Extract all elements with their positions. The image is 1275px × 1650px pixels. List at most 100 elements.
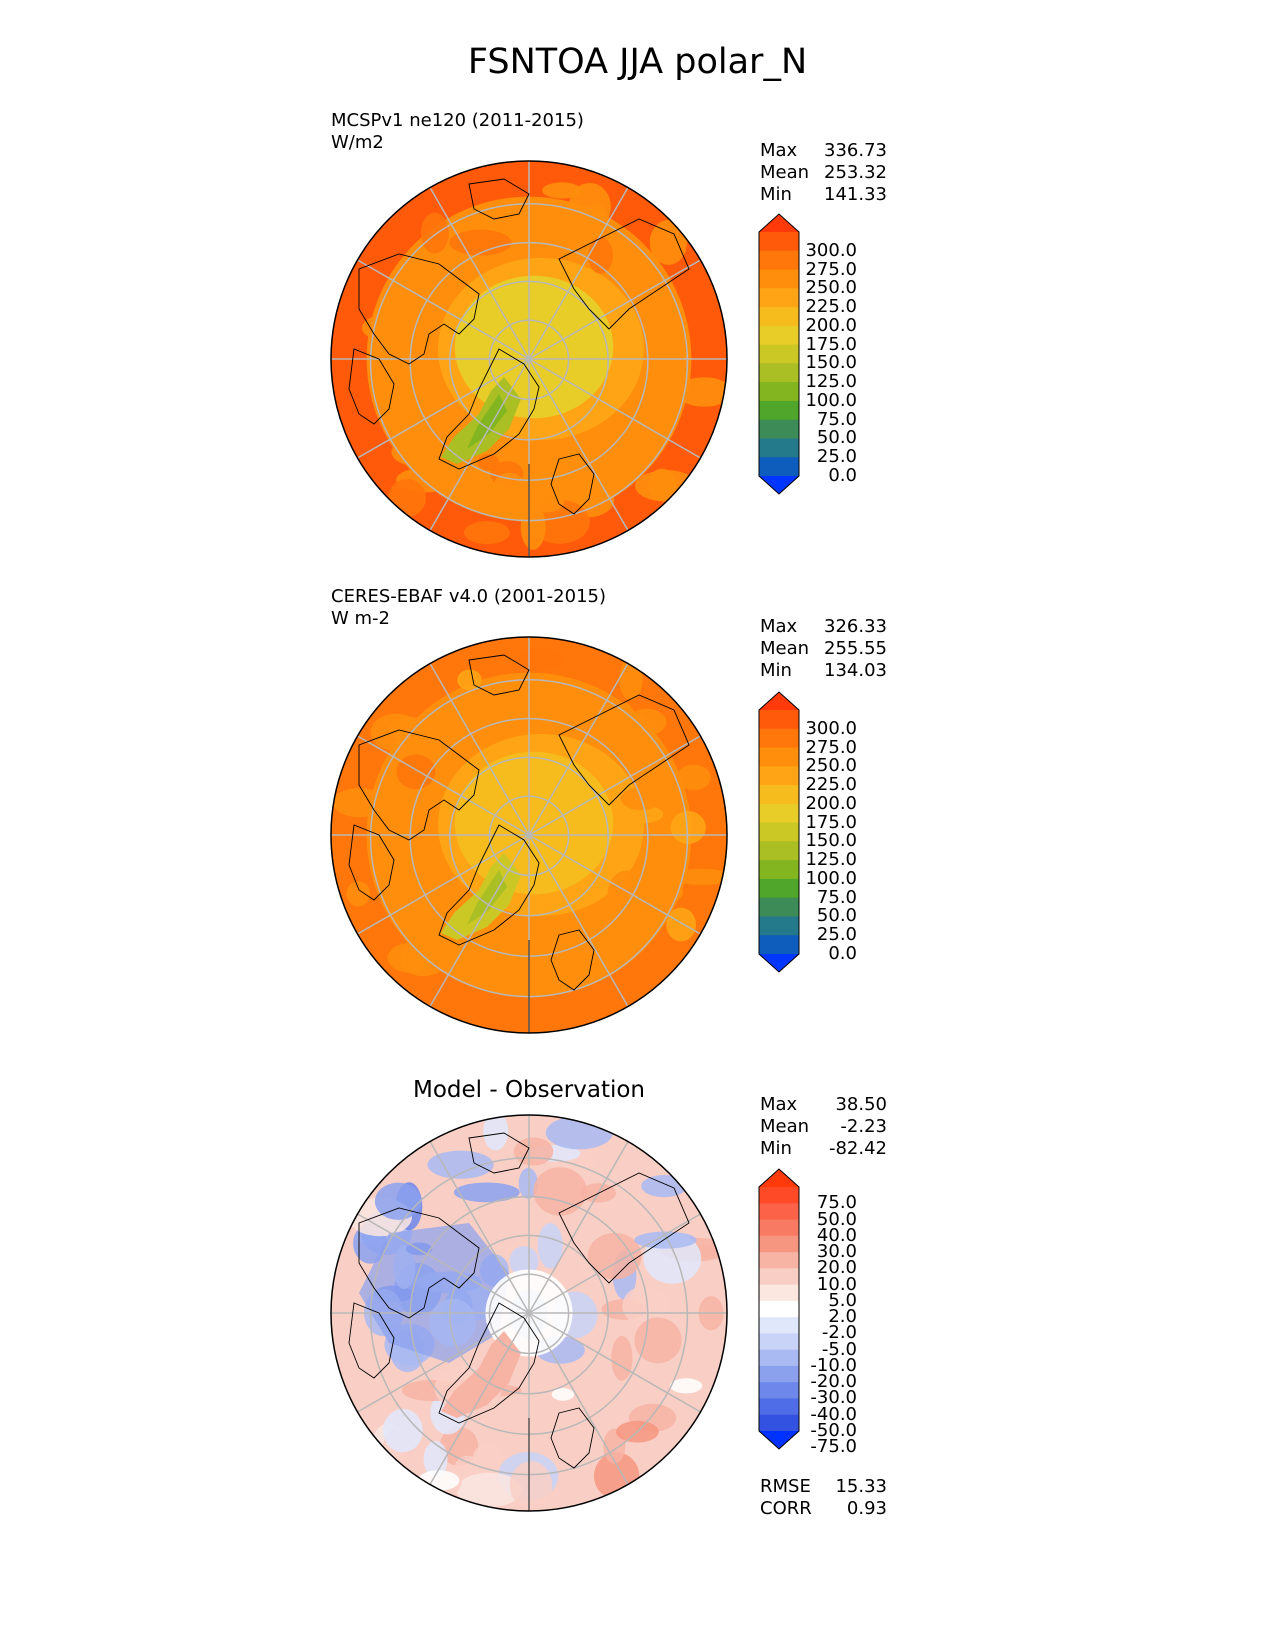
field-blob — [396, 754, 436, 790]
field-blob — [593, 453, 642, 477]
meridian-line — [429, 1141, 530, 1314]
colorbar-segment — [759, 1300, 799, 1318]
field-blob — [407, 430, 458, 449]
diff-blob — [537, 1223, 563, 1269]
colorbar-outline — [758, 691, 800, 973]
field-blob — [346, 881, 371, 907]
colorbar-segment — [759, 897, 799, 918]
colorbar-segment — [759, 1414, 799, 1432]
meridian-line — [528, 259, 701, 360]
meridian-line — [528, 187, 629, 360]
colorbar-tick-label: -5.0 — [821, 1338, 857, 1360]
diff-blob — [513, 1137, 554, 1166]
colorbar-segment — [759, 916, 799, 936]
map-frame — [330, 636, 728, 1034]
metric-corr-row: CORR 0.93 — [760, 1498, 887, 1520]
colorbar-segment — [759, 1252, 799, 1269]
colorbar-segment — [759, 1284, 799, 1302]
stat-max-row: Max 38.50 — [760, 1094, 887, 1116]
stat-value: 336.73 — [824, 140, 887, 161]
field-greenland-core — [467, 394, 507, 449]
colorbar-segment — [759, 728, 799, 749]
colorbar-tick-label: 225.0 — [805, 296, 857, 318]
field-blob — [595, 911, 618, 937]
stat-label: Mean — [760, 162, 810, 183]
diff-blob — [669, 1378, 703, 1394]
colorbar-segment — [759, 1382, 799, 1400]
field-greenland-core — [467, 870, 507, 925]
colorbar-tick-label: 10.0 — [816, 1273, 857, 1295]
diff-blob — [453, 1182, 520, 1203]
colorbar-segment — [759, 232, 799, 252]
colorbar-segment — [759, 766, 799, 786]
colorbar-tick-label: 2.0 — [828, 1306, 857, 1328]
colorbar-segment — [759, 457, 799, 477]
colorbar-segment — [759, 250, 799, 271]
colorbar-tick-label: 175.0 — [805, 333, 857, 355]
colorbar-tick-label: 5.0 — [828, 1289, 857, 1311]
colorbar-tick-label: 200.0 — [805, 314, 857, 336]
colorbar-extend-top — [759, 692, 799, 710]
diff-blob — [634, 1317, 682, 1364]
colorbar-tick-label: -20.0 — [810, 1371, 857, 1393]
colorbar-tick-label: 250.0 — [805, 277, 857, 299]
colorbar-tick-label: 125.0 — [805, 849, 857, 871]
colorbar-segment — [759, 785, 799, 805]
stat-label: Mean — [760, 1116, 810, 1137]
panel-1-stats: Max 336.73 Mean 253.32 Min 141.33 — [760, 140, 887, 206]
field-blob — [420, 212, 449, 254]
colorbar-segment — [759, 1333, 799, 1351]
colorbar-tick-label: 100.0 — [805, 389, 857, 411]
colorbar-extend-bottom — [759, 954, 799, 972]
colorbar-segment — [759, 1349, 799, 1367]
panel-3-colorbar — [758, 1168, 800, 1450]
coastline — [348, 1302, 395, 1379]
field-inner — [454, 275, 614, 419]
coastline — [558, 694, 690, 806]
meridian-line — [357, 1312, 530, 1413]
colorbar-tick-label: 75.0 — [816, 1192, 857, 1214]
field-blob — [610, 701, 635, 735]
colorbar-tick-label: 30.0 — [816, 1241, 857, 1263]
diff-blob — [509, 1246, 539, 1277]
colorbar-tick-label: 225.0 — [805, 774, 857, 796]
diff-blob — [634, 1231, 697, 1249]
colorbar-tick-label: 100.0 — [805, 867, 857, 889]
colorbar-tick-label: 20.0 — [816, 1257, 857, 1279]
colorbar-segment — [759, 803, 799, 824]
panel-3-colorbar-labels: 75.0 50.0 40.0 30.0 20.0 10.0 5.0 2.0 -2.0 -5.0 -1… — [800, 1167, 860, 1456]
meridian-line — [528, 358, 701, 459]
coastline — [348, 824, 395, 901]
coastline — [468, 178, 530, 220]
stat-mean-row: Mean 253.32 — [760, 162, 887, 184]
stat-value: 253.32 — [824, 162, 887, 183]
panel-3-title: Model - Observation — [412, 1077, 646, 1103]
colorbar-tick-label: 275.0 — [805, 736, 857, 758]
panel-3-stats: Max 38.50 Mean -2.23 Min -82.42 — [760, 1094, 887, 1160]
meridian-line — [528, 1213, 701, 1314]
colorbar-tick-label: 0.0 — [828, 943, 857, 964]
colorbar-segment — [759, 344, 799, 364]
meridian-line — [429, 358, 530, 531]
field-blob — [670, 811, 706, 844]
graticule — [331, 1115, 727, 1511]
colorbar-segment — [759, 1317, 799, 1334]
panel-3-metrics: RMSE 15.33 CORR 0.93 — [760, 1476, 887, 1520]
diff-blob — [533, 1167, 587, 1216]
colorbar-segment — [759, 1398, 799, 1416]
stat-label: Min — [760, 1138, 792, 1159]
field-blob — [635, 470, 698, 502]
colorbar-segment — [759, 1203, 799, 1221]
coastlines — [348, 178, 690, 557]
colorbar-segment — [759, 935, 799, 955]
colorbar-tick-label: -50.0 — [810, 1420, 857, 1441]
field-blob — [361, 313, 424, 343]
coastline — [550, 1407, 595, 1469]
colorbar-tick-label: 275.0 — [805, 258, 857, 280]
panel-2-units: W m-2 — [331, 608, 391, 629]
colorbar-tick-label: -10.0 — [810, 1354, 857, 1376]
field-blob — [666, 907, 697, 942]
diff-blob — [551, 1388, 575, 1401]
meridian-line — [429, 834, 530, 1007]
meridian-line — [357, 259, 530, 360]
